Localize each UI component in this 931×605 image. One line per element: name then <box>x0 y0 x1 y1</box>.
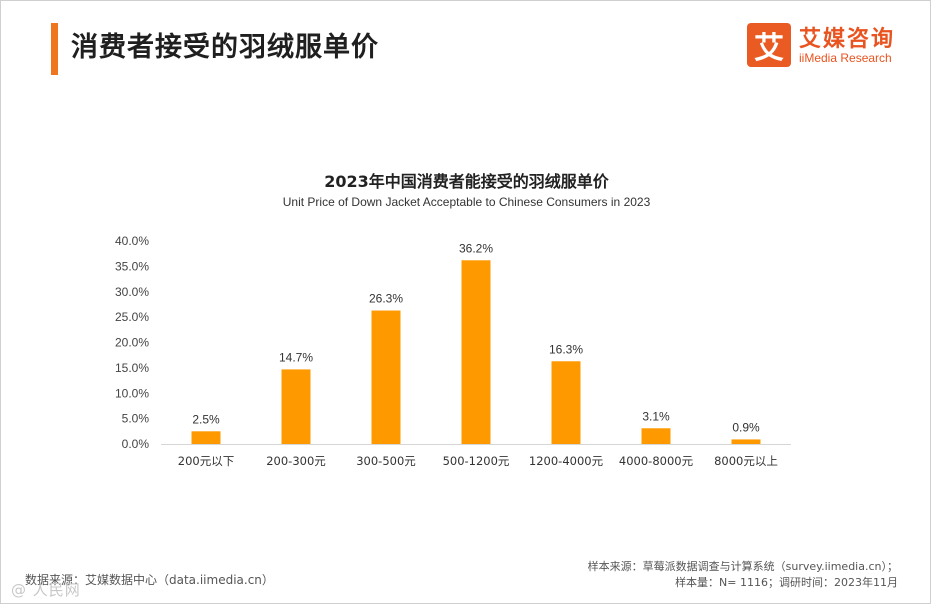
bar <box>191 431 221 444</box>
bar <box>551 361 581 444</box>
page-title: 消费者接受的羽绒服单价 <box>71 32 379 63</box>
y-tick-label: 30.0% <box>115 285 149 299</box>
data-label: 36.2% <box>459 241 493 255</box>
iimedia-logo: 艾 艾媒咨询 iiMedia Research <box>747 21 897 73</box>
data-label: 2.5% <box>192 412 220 426</box>
y-tick-label: 5.0% <box>122 412 150 426</box>
watermark: @ 人民网 <box>11 581 81 599</box>
y-tick-label: 0.0% <box>122 437 150 451</box>
data-label: 0.9% <box>732 420 760 434</box>
y-tick-label: 25.0% <box>115 310 149 324</box>
sample-note: 样本来源：草莓派数据调查与计算系统（survey.iimedia.cn）； 样本… <box>588 559 898 591</box>
x-tick-label: 8000元以上 <box>714 454 778 468</box>
data-label: 26.3% <box>369 292 403 306</box>
sample-note-line-2: 样本量：N= 1116；调研时间：2023年11月 <box>675 576 898 589</box>
y-tick-label: 15.0% <box>115 361 149 375</box>
y-tick-label: 40.0% <box>115 234 149 248</box>
bar <box>461 260 491 444</box>
bar <box>371 310 401 444</box>
bar <box>641 428 671 444</box>
chart-subtitle: Unit Price of Down Jacket Acceptable to … <box>282 195 651 209</box>
y-tick-label: 35.0% <box>115 259 149 273</box>
y-tick-label: 10.0% <box>115 386 149 400</box>
logo-name-cn: 艾媒咨询 <box>799 27 896 52</box>
data-source: 数据来源：艾媒数据中心（data.iimedia.cn） <box>25 573 274 587</box>
x-tick-label: 200-300元 <box>266 454 326 468</box>
x-tick-label: 1200-4000元 <box>529 454 604 468</box>
bar <box>281 369 311 444</box>
y-tick-label: 20.0% <box>115 336 149 350</box>
data-label: 14.7% <box>279 350 313 364</box>
x-tick-label: 4000-8000元 <box>619 454 694 468</box>
x-tick-label: 300-500元 <box>356 454 416 468</box>
sample-note-line-1: 样本来源：草莓派数据调查与计算系统（survey.iimedia.cn）； <box>587 560 898 573</box>
x-tick-label: 200元以下 <box>178 454 234 468</box>
bar <box>731 439 761 444</box>
chart-title: 2023年中国消费者能接受的羽绒服单价 <box>324 172 609 191</box>
logo-name-en: iiMedia Research <box>799 51 892 65</box>
data-label: 3.1% <box>642 409 670 423</box>
logo-mark-icon: 艾 <box>747 23 791 67</box>
x-tick-label: 500-1200元 <box>443 454 510 468</box>
data-label: 16.3% <box>549 342 583 356</box>
title-accent-bar <box>51 23 58 75</box>
